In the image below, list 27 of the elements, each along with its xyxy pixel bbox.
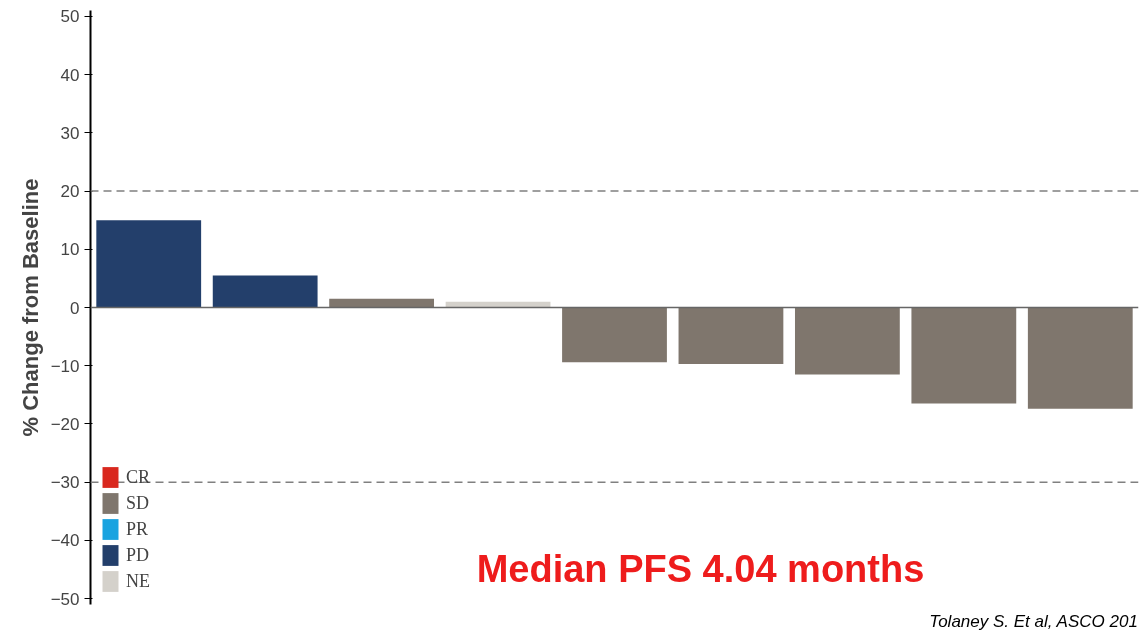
legend-label: PD (126, 544, 150, 566)
bar (96, 220, 202, 308)
bar (329, 298, 435, 308)
y-tick-label: 40 (60, 65, 80, 85)
y-tick-label: −50 (50, 589, 80, 609)
y-tick-label: −10 (50, 356, 80, 376)
bar (1027, 307, 1133, 409)
bar (794, 307, 900, 375)
y-tick-label: 50 (60, 7, 80, 27)
y-tick-label: 30 (60, 123, 80, 143)
y-tick-label: −30 (50, 473, 80, 493)
y-tick-label: 10 (60, 240, 80, 260)
text: Tolaney S. Et al, ASCO 201 (929, 611, 1138, 631)
legend-label: CR (126, 466, 151, 488)
y-tick-label: 20 (60, 182, 80, 202)
y-axis-title: % Change from Baseline (17, 178, 43, 437)
legend-label: PR (126, 518, 149, 540)
bar (212, 275, 318, 308)
legend-label: NE (126, 570, 150, 592)
y-tick-label: 0 (70, 298, 80, 318)
bar (562, 307, 667, 363)
bar (911, 307, 1017, 404)
y-tick-label: −20 (50, 414, 80, 434)
annotation: Median PFS 4.04 months (476, 547, 925, 590)
bar (678, 307, 784, 364)
y-tick-label: −40 (50, 531, 80, 551)
legend-label: SD (126, 492, 150, 514)
